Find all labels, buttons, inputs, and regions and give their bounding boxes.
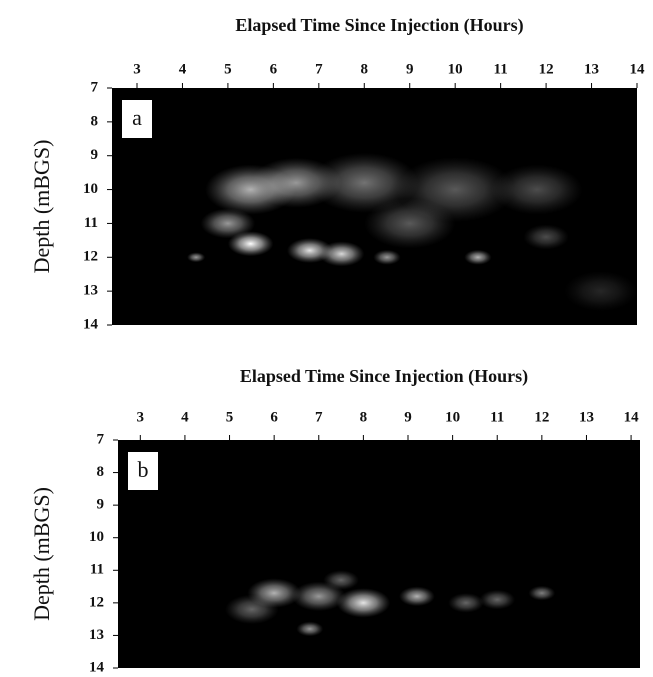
y-tick-label: 13 [89, 627, 104, 643]
y-tick-label: 9 [91, 147, 99, 163]
y-axis-label: Depth (mBGS) [29, 487, 54, 621]
blobs [225, 570, 556, 637]
blob [292, 581, 346, 612]
x-tick-label: 6 [270, 61, 278, 77]
x-tick-label: 3 [133, 61, 141, 77]
blob [336, 588, 391, 618]
x-tick-label: 8 [361, 61, 369, 77]
blob [564, 271, 637, 312]
x-tick-label: 5 [224, 61, 232, 77]
blob [323, 570, 359, 590]
x-tick-label: 10 [445, 409, 460, 425]
x-tick-label: 9 [404, 409, 412, 425]
x-tick-label: 5 [226, 409, 234, 425]
plot-area [118, 440, 640, 668]
y-tick-label: 7 [91, 79, 99, 95]
chart-title: Elapsed Time Since Injection (Hours) [235, 15, 523, 36]
y-tick-label: 14 [83, 316, 99, 332]
x-tick-label: 6 [270, 409, 278, 425]
x-tick-label: 8 [360, 409, 368, 425]
y-tick-label: 14 [89, 659, 105, 675]
x-tick-label: 7 [315, 61, 323, 77]
blob [318, 241, 365, 267]
x-tick-label: 7 [315, 409, 323, 425]
y-tick-label: 12 [83, 249, 98, 265]
blob [464, 249, 492, 265]
x-tick-label: 11 [494, 61, 508, 77]
y-tick-label: 11 [90, 562, 104, 578]
blob [364, 198, 456, 249]
x-tick-label: 4 [179, 61, 187, 77]
y-tick-label: 9 [97, 497, 105, 513]
blob [399, 586, 435, 607]
y-tick-label: 10 [83, 181, 98, 197]
x-tick-label: 4 [181, 409, 189, 425]
panel-label: a [132, 105, 142, 130]
blob [373, 249, 401, 265]
panel-label-box [122, 100, 152, 138]
blob [479, 589, 516, 610]
x-tick-label: 9 [406, 61, 414, 77]
x-tick-label: 14 [624, 409, 640, 425]
blob [448, 593, 484, 613]
blob [491, 164, 583, 215]
x-tick-label: 13 [584, 61, 599, 77]
y-tick-label: 7 [97, 431, 105, 447]
panel-label: b [138, 457, 149, 482]
blob [309, 152, 419, 213]
blob [225, 594, 279, 625]
panel-label-box [128, 452, 158, 490]
x-tick-label: 13 [579, 409, 594, 425]
x-tick-label: 3 [137, 409, 145, 425]
x-tick-label: 14 [630, 61, 646, 77]
x-tick-label: 10 [448, 61, 463, 77]
x-tick-label: 12 [534, 409, 549, 425]
blob [296, 621, 324, 637]
blob [187, 252, 206, 263]
y-tick-label: 12 [89, 594, 104, 610]
x-tick-label: 12 [539, 61, 554, 77]
chart-title: Elapsed Time Since Injection (Hours) [240, 366, 528, 387]
y-tick-label: 10 [89, 529, 104, 545]
blob [200, 208, 256, 239]
blob [523, 224, 569, 250]
y-tick-label: 13 [83, 283, 98, 299]
y-tick-label: 8 [91, 113, 99, 129]
y-axis-label: Depth (mBGS) [29, 140, 54, 274]
blob [227, 231, 274, 257]
x-tick-label: 11 [490, 409, 504, 425]
blob [528, 585, 556, 601]
y-tick-label: 11 [84, 215, 98, 231]
y-tick-label: 8 [97, 464, 105, 480]
blobs [187, 152, 637, 312]
